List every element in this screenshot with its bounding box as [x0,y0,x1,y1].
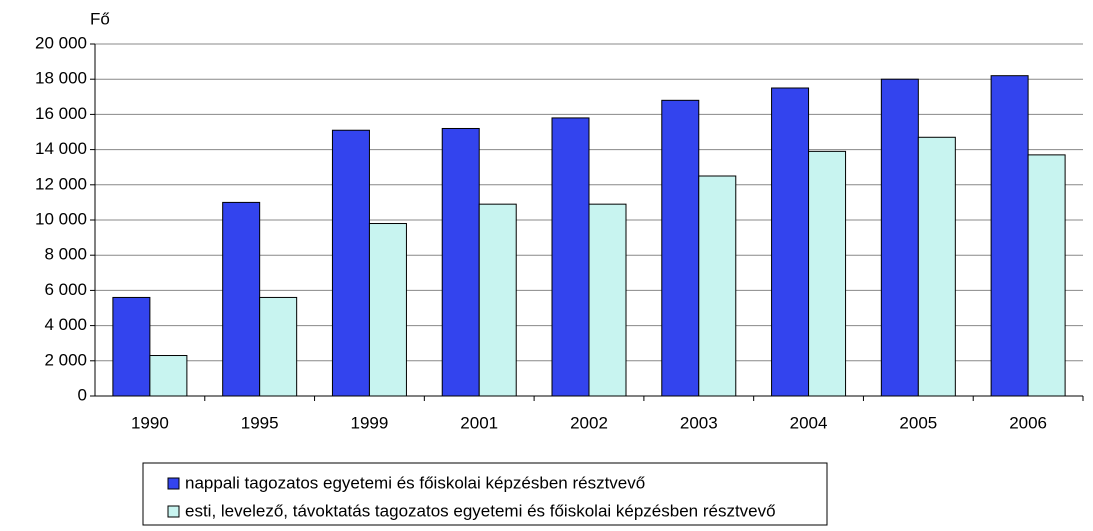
bar [551,117,590,397]
legend-box [142,462,828,526]
bar [990,75,1029,397]
y-axis-label: Fő [90,9,110,28]
bar [771,87,810,397]
x-tick-label: 1999 [351,413,389,432]
bar [808,150,847,397]
y-tick-label: 2 000 [44,350,87,369]
bar [222,201,261,397]
bar [149,355,188,397]
x-tick-label: 2001 [460,413,498,432]
legend-label: nappali tagozatos egyetemi és főiskolai … [185,473,645,492]
x-tick-label: 2004 [790,413,828,432]
bar [880,78,919,397]
y-tick-label: 12 000 [35,174,87,193]
x-tick-label: 2005 [899,413,937,432]
y-tick-label: 8 000 [44,245,87,264]
y-tick-label: 16 000 [35,104,87,123]
legend-swatch [167,477,180,490]
bar [661,99,700,397]
x-tick-label: 2002 [570,413,608,432]
y-tick-label: 6 000 [44,280,87,299]
y-tick-label: 20 000 [35,33,87,52]
bar [368,223,407,397]
y-tick-label: 10 000 [35,209,87,228]
y-tick-label: 18 000 [35,69,87,88]
legend-swatch [167,505,180,518]
legend-label: esti, levelező, távoktatás tagozatos egy… [185,501,776,520]
bar [478,203,517,397]
x-tick-label: 2003 [680,413,718,432]
bar [331,129,370,397]
bar [698,175,737,397]
bar [1027,154,1066,397]
y-tick-label: 4 000 [44,315,87,334]
x-tick-label: 2006 [1009,413,1047,432]
x-tick-label: 1995 [241,413,279,432]
bar [917,136,956,397]
bar [441,127,480,397]
bar [588,203,627,397]
bar [259,296,298,397]
y-tick-label: 14 000 [35,139,87,158]
y-tick-label: 0 [78,385,87,404]
bar [112,296,151,397]
x-tick-label: 1990 [131,413,169,432]
